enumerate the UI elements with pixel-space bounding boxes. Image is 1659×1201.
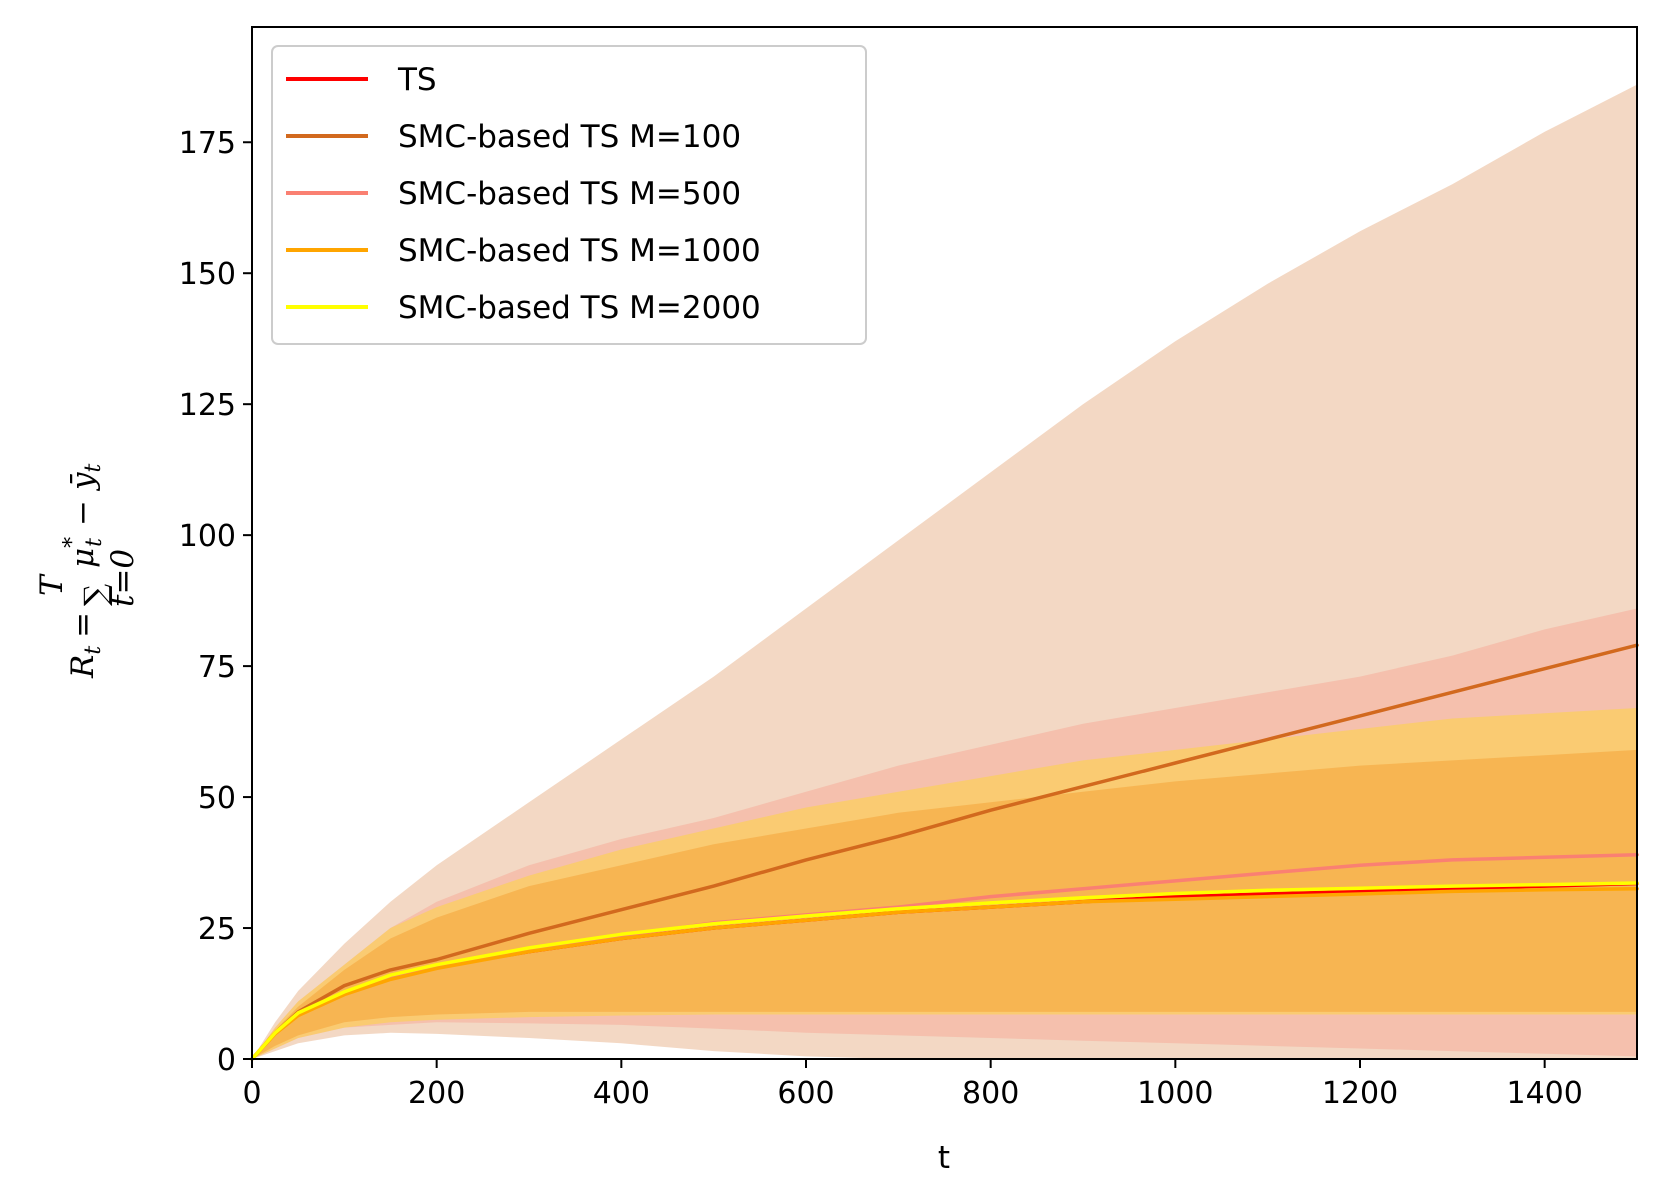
legend-box (271, 45, 867, 345)
x-axis-label: t (938, 1140, 950, 1176)
y-tick-label: 75 (198, 650, 236, 685)
bands-layer (252, 84, 1637, 1060)
ylabel-sum: ∑ (78, 584, 114, 606)
ylabel-ybar-sub: t (81, 464, 106, 473)
ylabel-mu: μ (65, 548, 101, 568)
legend-label: TS (397, 62, 437, 98)
legend-label: SMC-based TS M=1000 (398, 233, 761, 269)
ylabel-lhs-sub: t (81, 646, 106, 655)
series-line-2 (250, 643, 1639, 1061)
x-axis: 0 200 400 600 800 1000 1200 1400 (242, 1059, 1583, 1111)
x-tick-label: 400 (593, 1076, 650, 1111)
y-tick-label: 100 (179, 519, 236, 554)
x-tick-label: 0 (242, 1076, 261, 1111)
x-tick-label: 1000 (1137, 1076, 1213, 1111)
ylabel-lhs: R (65, 655, 101, 679)
lines-layer (250, 643, 1639, 1061)
x-tick-label: 1200 (1322, 1076, 1398, 1111)
legend-label: SMC-based TS M=2000 (398, 290, 761, 326)
y-tick-label: 50 (198, 781, 236, 816)
ylabel-sum-bottom: t=0 (105, 549, 141, 607)
legend-label: SMC-based TS M=100 (398, 119, 741, 155)
x-tick-label: 1400 (1506, 1076, 1582, 1111)
ylabel-minus: − (65, 500, 101, 526)
series-line-5 (250, 881, 1639, 1061)
svg-text:μ*t−ȳt: μ*t−ȳt (60, 464, 107, 569)
plot-frame (251, 26, 1638, 1060)
x-tick-label: 200 (408, 1076, 465, 1111)
y-tick-label: 25 (198, 912, 236, 947)
legend: TS SMC-based TS M=100 SMC-based TS M=500 SM… (271, 45, 867, 345)
x-tick-label: 600 (777, 1076, 834, 1111)
y-tick-label: 150 (179, 257, 236, 292)
ylabel-mu-sub: t (82, 538, 107, 547)
ylabel-sum-top: T (34, 573, 70, 596)
y-axis-label: Rt= ∑ T t=0 μ*t−ȳt (34, 464, 141, 680)
series-line-4 (250, 886, 1639, 1061)
ylabel-mu-sup: * (60, 537, 85, 548)
y-tick-label: 0 (217, 1043, 236, 1078)
y-tick-label: 125 (179, 388, 236, 423)
ylabel-ybar: ȳ (65, 472, 101, 492)
ylabel-eq: = (65, 612, 101, 638)
y-axis: 0 25 50 75 100 125 150 175 (179, 126, 252, 1078)
legend-label: SMC-based TS M=500 (398, 176, 741, 212)
y-tick-label: 175 (179, 126, 236, 161)
x-tick-label: 800 (962, 1076, 1019, 1111)
svg-text:Rt=: Rt = (65, 612, 106, 679)
